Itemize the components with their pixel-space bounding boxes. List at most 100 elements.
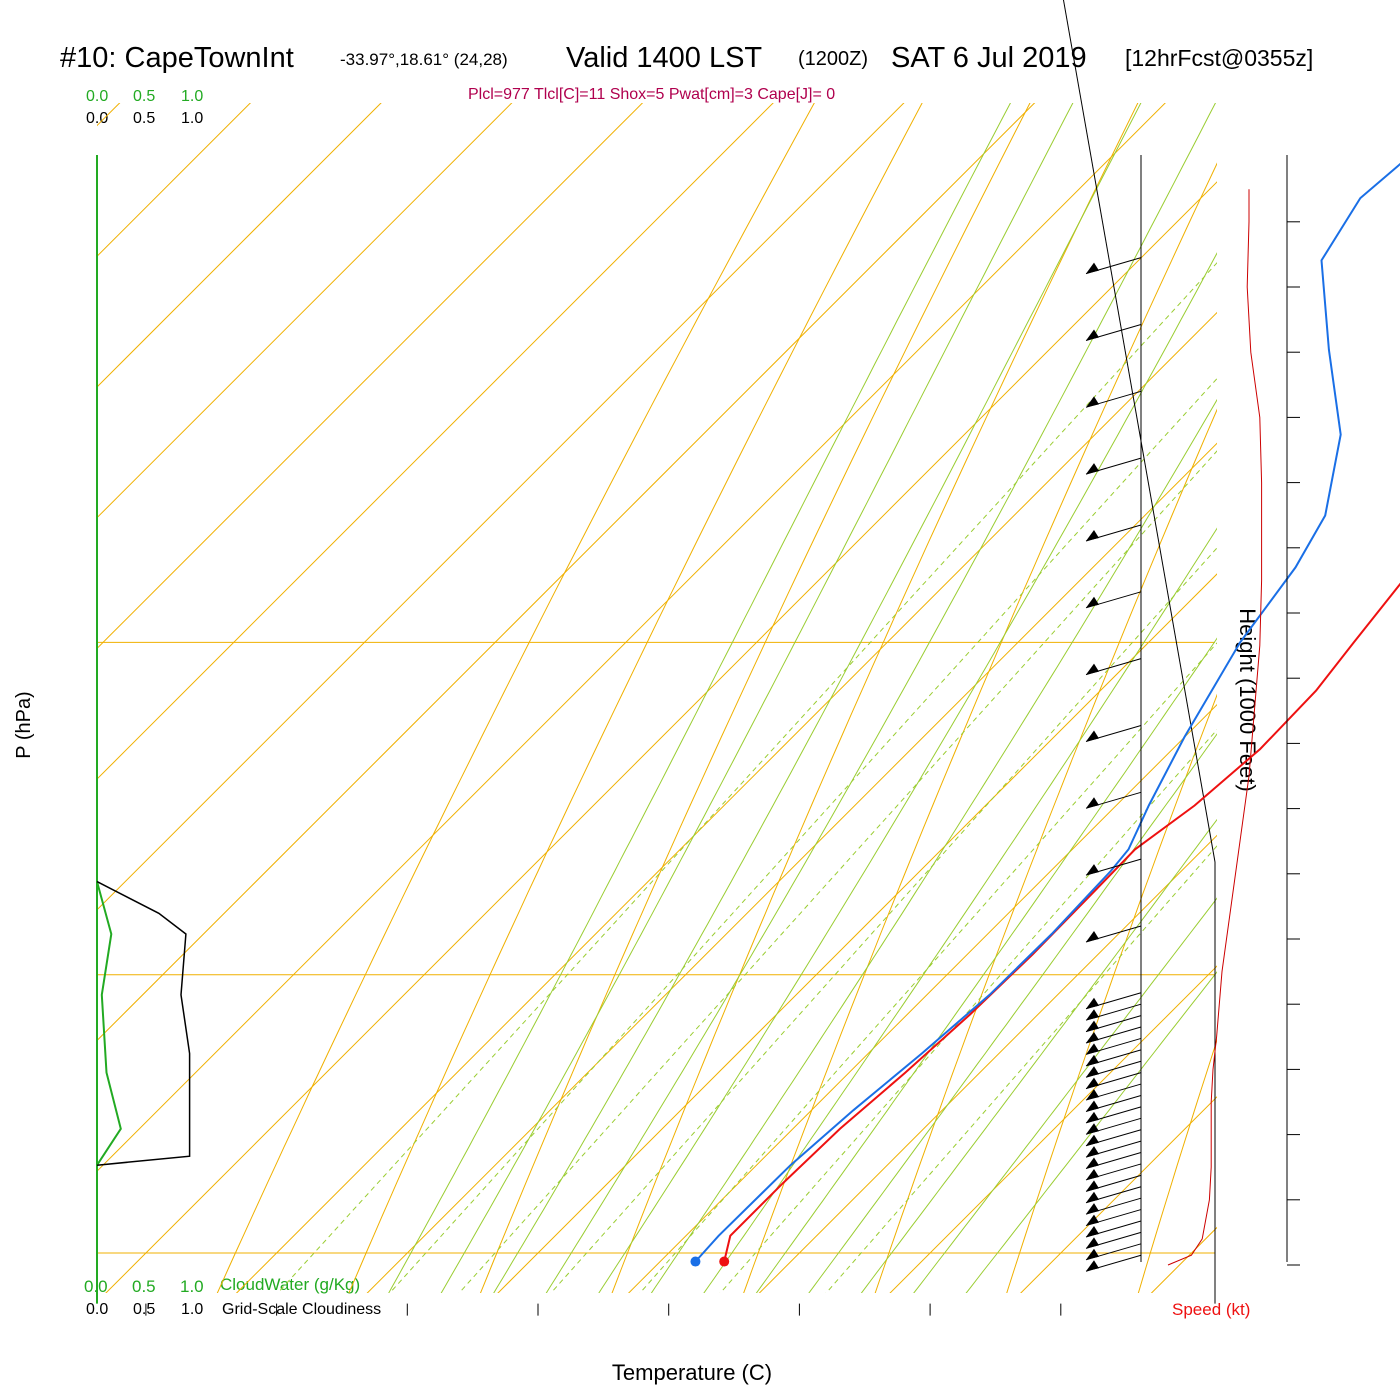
wind-barb	[1085, 1152, 1142, 1170]
mixing-ratio-line	[277, 262, 1217, 1293]
cw-tick-2: 1.0	[181, 88, 203, 105]
cl-tick-2: 1.0	[181, 110, 203, 127]
cw-btick-2: 1.0	[180, 1277, 204, 1296]
isotherm-line	[366, 442, 1217, 1293]
wind-barb-flag	[1086, 262, 1099, 274]
isotherm-line	[97, 103, 1166, 1172]
wind-barb-flag	[1086, 997, 1099, 1009]
dewpoint-profile	[694, 162, 1400, 1263]
wind-barb	[1085, 1072, 1142, 1090]
wind-barb-flag	[1086, 529, 1099, 541]
wind-barb	[1085, 1026, 1142, 1044]
moist-adiabat	[545, 103, 1217, 1293]
wind-barb	[1085, 1186, 1142, 1204]
wind-barb	[1085, 591, 1142, 609]
wind-barb-flag	[1086, 1009, 1099, 1021]
isotherm-line	[97, 103, 513, 519]
isotherm-line	[97, 103, 252, 258]
dry-adiabat	[216, 103, 815, 1293]
valid-date: SAT 6 Jul 2019	[891, 42, 1087, 74]
mixing-ratio-line	[389, 377, 1217, 1293]
dry-adiabat	[874, 408, 1217, 1293]
moist-adiabat	[860, 818, 1217, 1293]
cloudiness-bottom-legend: 0.0 0.5 1.0 Grid-Scale Cloudiness	[86, 1301, 381, 1318]
moist-adiabat	[808, 733, 1217, 1293]
wind-barb	[1085, 1209, 1142, 1227]
moist-adiabat	[598, 252, 1217, 1293]
height-axis-title: Height (1000 Feet)	[1235, 608, 1260, 791]
wind-barb-flag	[1086, 1180, 1099, 1192]
cloudwater-top-ticks: 0.0 0.5 1.0	[86, 88, 203, 105]
cw-tick-1: 0.5	[133, 88, 155, 105]
cl-btick-1: 0.5	[133, 1301, 155, 1318]
wind-barb	[1085, 390, 1142, 408]
moist-adiabat	[388, 103, 1011, 1293]
sounding-profiles	[96, 162, 1400, 1267]
wind-barb	[1085, 1197, 1142, 1215]
wind-barb	[1085, 1083, 1142, 1101]
isotherm-line	[97, 103, 382, 388]
isotherm-line	[97, 103, 905, 911]
dry-adiabat	[479, 103, 1031, 1293]
wind-barb	[1085, 724, 1142, 742]
station-coords: -33.97°,18.61° (24,28)	[340, 50, 508, 69]
wind-barb	[1085, 1015, 1142, 1033]
moist-adiabat	[703, 527, 1217, 1293]
wind-barb-flag	[1086, 1237, 1099, 1249]
isotherm-line	[97, 103, 644, 650]
cw-btick-0: 0.0	[84, 1277, 108, 1296]
dewpoint-profile-surface-dot	[690, 1256, 701, 1267]
stability-indices: Plcl=977 Tlcl[C]=11 Shox=5 Pwat[cm]=3 Ca…	[468, 86, 835, 103]
cloudwater-label: CloudWater (g/Kg)	[220, 1275, 360, 1294]
wind-barb	[1085, 1106, 1142, 1124]
isotherm-line	[97, 103, 1036, 1042]
frame-diagonal	[1062, 0, 1216, 863]
wind-barb	[1085, 1037, 1142, 1055]
wind-barb	[1085, 457, 1142, 475]
wind-barb	[1085, 1049, 1142, 1067]
chart-frame	[96, 0, 1216, 1304]
valid-time: Valid 1400 LST	[566, 42, 762, 74]
cl-btick-2: 1.0	[181, 1301, 203, 1318]
cl-tick-0: 0.0	[86, 110, 108, 127]
isotherm-line	[105, 181, 1217, 1293]
wind-barb-flag	[1086, 864, 1099, 876]
mixing-ratio-line	[550, 547, 1217, 1293]
axis-ticks	[145, 1303, 1062, 1316]
wind-barb	[1085, 1129, 1142, 1147]
wind-barb	[1085, 257, 1142, 275]
wind-barb-flag	[1086, 1111, 1099, 1123]
wind-barb	[1085, 1060, 1142, 1078]
wind-barb	[1085, 1140, 1142, 1158]
wind-barb-flag	[1086, 1066, 1099, 1078]
wind-barb-flag	[1086, 663, 1099, 675]
wind-barb	[1085, 858, 1142, 876]
wind-barb	[1085, 1174, 1142, 1192]
wind-barb-flag	[1086, 797, 1099, 809]
wind-barb-flag	[1086, 463, 1099, 475]
wind-barb	[1085, 791, 1142, 809]
wind-barb-flag	[1086, 1043, 1099, 1055]
wind-speed-profile	[1167, 189, 1263, 1266]
wind-barb	[1085, 1117, 1142, 1135]
cw-btick-1: 0.5	[132, 1277, 156, 1296]
wind-barb	[1085, 1243, 1142, 1261]
dry-adiabat	[611, 103, 1139, 1293]
dry-adiabat	[1006, 693, 1217, 1293]
isotherm-line	[97, 103, 774, 780]
cl-tick-1: 0.5	[133, 110, 155, 127]
moist-adiabat	[913, 897, 1217, 1293]
dry-adiabat	[1137, 1038, 1217, 1293]
moist-adiabat	[965, 971, 1217, 1293]
cw-tick-0: 0.0	[86, 88, 108, 105]
wind-barb-flag	[1086, 1089, 1099, 1101]
wind-barb-flag	[1086, 1191, 1099, 1203]
moist-adiabat	[493, 103, 1142, 1293]
cloudwater-profile	[96, 881, 122, 1166]
dry-adiabat	[348, 103, 923, 1293]
mixing-ratio-line	[639, 642, 1217, 1293]
wind-barb-flag	[1086, 1248, 1099, 1260]
cloudiness-top-ticks: 0.0 0.5 1.0	[86, 110, 203, 127]
wind-barb-flag	[1086, 730, 1099, 742]
isotherm-line	[235, 311, 1217, 1293]
